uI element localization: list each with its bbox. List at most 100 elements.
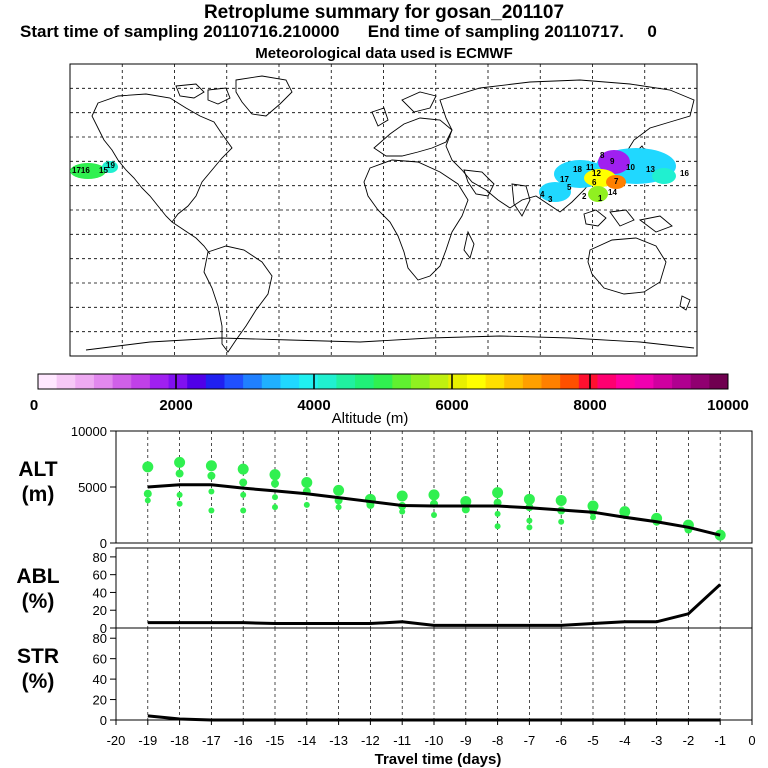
plume-blob-teal — [652, 168, 676, 184]
y-tick-label: 40 — [93, 672, 107, 687]
x-axis: -20 -19 -18 -17 -16 -15 -14 -13 -12 -11 -10 -9 -8 -7-… — [107, 720, 756, 768]
y-axis-label: STR — [17, 645, 59, 668]
altitude-colorbar: 0 2000 4000 6000 8000 10000 Altitude (m) — [30, 373, 749, 427]
altitude-particle-point — [176, 500, 183, 507]
x-tick-labels: -20 -19 -18 -17 -16 -15 -14 -13 -12 -11 -10 -9 -8 -7-… — [107, 720, 756, 748]
x-tick-label: -19 — [138, 733, 157, 748]
altitude-particle-point — [240, 507, 247, 514]
colorbar-cell — [448, 374, 468, 389]
colorbar-cell — [392, 374, 412, 389]
altitude-particle-point — [208, 488, 215, 495]
plume-day-label: 7 — [614, 177, 619, 186]
time-series-panels: 1000050000ALT(m)806040200ABL(%)806040200… — [16, 424, 753, 728]
y-tick-label: 20 — [93, 603, 107, 618]
x-tick-label: -16 — [234, 733, 253, 748]
altitude-particle-point — [239, 478, 248, 487]
colorbar-title: Altitude (m) — [332, 410, 409, 427]
x-tick-label: -4 — [619, 733, 631, 748]
altitude-particle-point — [205, 460, 217, 472]
colorbar-tick-label: 0 — [30, 397, 38, 414]
altitude-particle-point — [492, 487, 504, 499]
x-tick-label: -10 — [425, 733, 444, 748]
altitude-particle-point — [301, 477, 313, 489]
sampling-times: Start time of sampling 20110716.210000 E… — [20, 22, 760, 42]
colorbar-tick-label: 10000 — [707, 397, 749, 414]
coastlines — [85, 75, 695, 353]
colorbar-cell — [504, 374, 524, 389]
panel-abl: 80 60 40 20 0 ABL(%) — [16, 547, 753, 636]
colorbar-cell — [597, 374, 617, 389]
map-graticule — [70, 64, 697, 356]
x-tick-label: -1 — [714, 733, 726, 748]
x-tick-label: -15 — [266, 733, 285, 748]
altitude-particle-point — [174, 456, 186, 468]
y-tick-label: 80 — [93, 631, 107, 646]
altitude-particle-point — [526, 524, 533, 531]
altitude-particle-point — [399, 508, 406, 515]
colorbar-cell — [410, 374, 431, 389]
colorbar-cell — [75, 374, 95, 389]
plume-day-label: 15 — [99, 166, 108, 175]
colorbar-cell — [299, 374, 319, 389]
plume-day-label: 3 — [548, 195, 553, 204]
y-axis-unit: (%) — [22, 670, 55, 693]
start-time-label: Start time of sampling 20110716.210000 — [20, 22, 340, 41]
series-line-str — [147, 714, 721, 722]
plume-day-label: 2 — [582, 192, 587, 201]
y-tick-label: 0 — [100, 621, 107, 636]
altitude-particle-point — [143, 489, 152, 498]
x-tick-label: -11 — [393, 733, 411, 748]
retroplume-footprint — [70, 148, 676, 202]
y-axis-unit: (m) — [22, 483, 55, 506]
colorbar-cell — [280, 374, 300, 389]
end-time-label: End time of sampling 20110717. — [367, 22, 624, 41]
plume-day-label: 6 — [592, 178, 597, 187]
colorbar-cell — [560, 374, 580, 389]
altitude-particle-point — [494, 523, 501, 530]
colorbar-tick-label: 8000 — [573, 397, 606, 414]
x-tick-label: -2 — [683, 733, 695, 748]
colorbar-cell — [578, 374, 598, 389]
y-tick-label: 0 — [100, 536, 107, 551]
altitude-particle-point — [207, 471, 216, 480]
chart-title: Retroplume summary for gosan_201107 — [203, 2, 565, 23]
colorbar-cells — [38, 374, 729, 389]
altitude-particle-point — [237, 463, 249, 475]
altitude-particle-point — [272, 494, 278, 501]
x-tick-label: -13 — [329, 733, 348, 748]
x-tick-label: -7 — [524, 733, 536, 748]
y-tick-label: 20 — [93, 693, 107, 708]
x-tick-label: -14 — [297, 733, 316, 748]
y-tick-label: 0 — [100, 713, 107, 728]
altitude-particle-point — [271, 479, 279, 488]
x-tick-label: -20 — [107, 733, 126, 748]
altitude-particle-point — [590, 514, 596, 521]
plume-day-label: 13 — [646, 165, 655, 174]
x-tick-label: -3 — [651, 733, 663, 748]
y-tick-label: 5000 — [78, 480, 107, 495]
y-tick-label: 40 — [93, 585, 107, 600]
plume-day-label: 5 — [567, 183, 572, 192]
plume-day-label: 9 — [610, 157, 615, 166]
altitude-particle-point — [555, 494, 567, 506]
altitude-particle-point — [269, 469, 281, 481]
altitude-particle-point — [460, 496, 472, 508]
x-tick-label: -9 — [460, 733, 472, 748]
plume-day-label: 11 — [586, 163, 595, 172]
plume-blob-pacific-small — [102, 161, 118, 173]
altitude-particle-point — [240, 491, 247, 498]
x-tick-label: -5 — [587, 733, 599, 748]
colorbar-cell — [355, 374, 375, 389]
plume-blob-cyan-south — [539, 182, 571, 202]
colorbar-cell — [485, 374, 505, 389]
colorbar-cell — [38, 374, 58, 389]
colorbar-tick-label: 4000 — [297, 397, 330, 414]
y-tick-label: 80 — [93, 550, 107, 565]
meteo-data-label: Meteorological data used is ECMWF — [255, 45, 513, 62]
colorbar-cell — [317, 374, 337, 389]
colorbar-cell — [653, 374, 673, 389]
x-tick-label: -18 — [170, 733, 189, 748]
plume-day-label: 8 — [600, 151, 605, 160]
